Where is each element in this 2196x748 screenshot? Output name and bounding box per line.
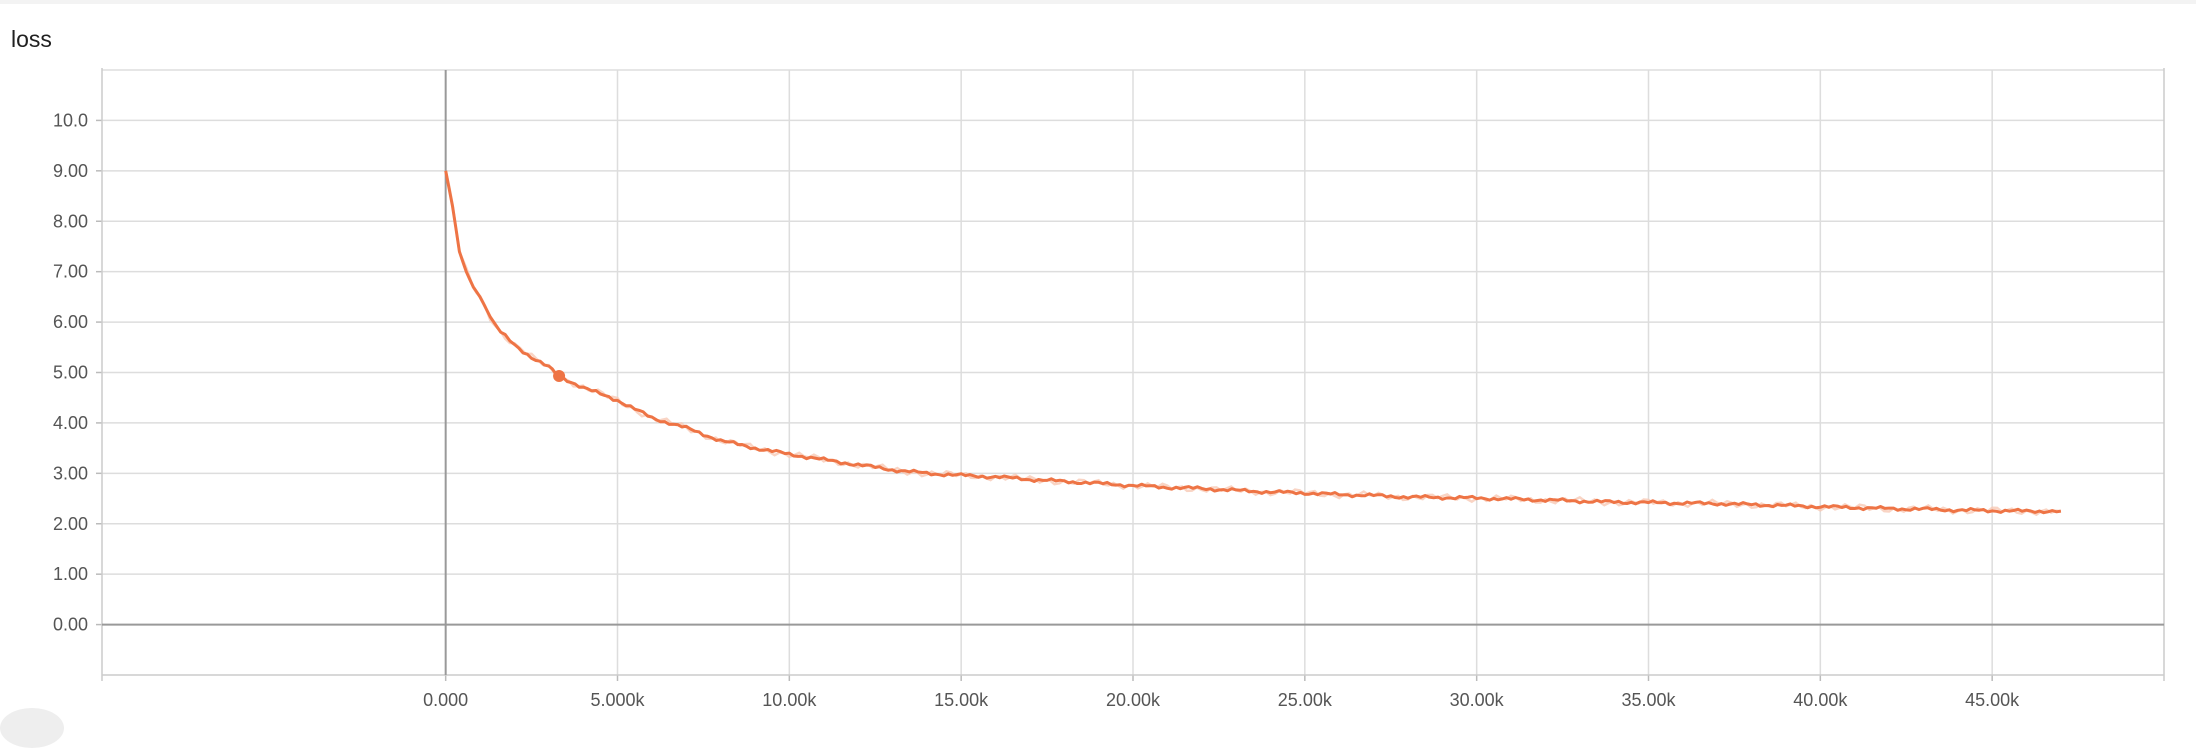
top-strip bbox=[0, 0, 2196, 4]
loss-chart: 0.00 1.00 2.00 3.00 4.00 5.00 6.00 7.00 8.00 9.00… bbox=[53, 68, 2165, 710]
chart-title: loss bbox=[11, 26, 52, 52]
y-gridlines bbox=[96, 119, 2164, 626]
y-tick-label: 4.00 bbox=[53, 413, 88, 433]
x-tick-label: 45.00k bbox=[1965, 690, 2020, 710]
x-gridlines bbox=[444, 70, 1993, 681]
raw-loss-line bbox=[444, 170, 2061, 517]
y-tick-label: 8.00 bbox=[53, 211, 88, 231]
y-tick-label: 9.00 bbox=[53, 161, 88, 181]
x-tick-labels: 0.000 5.000k 10.00k 15.00k 20.00k 25.00k 30.00… bbox=[423, 690, 2020, 710]
x-tick-label: 20.00k bbox=[1106, 690, 1161, 710]
x-tick-label: 25.00k bbox=[1278, 690, 1333, 710]
y-tick-label: 2.00 bbox=[53, 514, 88, 534]
y-tick-label: 1.00 bbox=[53, 564, 88, 584]
x-tick-label: 10.00k bbox=[762, 690, 817, 710]
y-tick-label: 5.00 bbox=[53, 363, 88, 383]
highlight-point bbox=[553, 370, 566, 383]
series-layer bbox=[444, 170, 2062, 517]
axes bbox=[101, 68, 2165, 681]
x-tick-label: 5.000k bbox=[590, 690, 645, 710]
y-tick-labels: 0.00 1.00 2.00 3.00 4.00 5.00 6.00 7.00 8.00 9.00… bbox=[53, 110, 88, 634]
y-tick-label: 7.00 bbox=[53, 262, 88, 282]
y-tick-label: 6.00 bbox=[53, 312, 88, 332]
x-tick-label: 30.00k bbox=[1450, 690, 1505, 710]
loss-line bbox=[444, 170, 2062, 515]
x-tick-label: 40.00k bbox=[1793, 690, 1848, 710]
y-tick-label: 0.00 bbox=[53, 615, 88, 635]
x-tick-label: 0.000 bbox=[423, 690, 468, 710]
x-tick-label: 35.00k bbox=[1621, 690, 1676, 710]
y-tick-label: 10.0 bbox=[53, 110, 88, 130]
y-tick-label: 3.00 bbox=[53, 463, 88, 483]
x-tick-label: 15.00k bbox=[934, 690, 989, 710]
